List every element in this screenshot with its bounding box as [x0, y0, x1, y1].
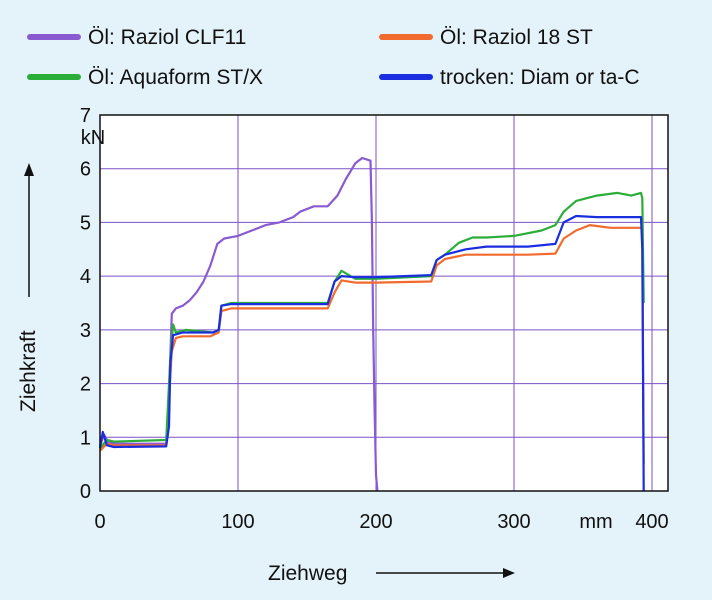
series-line-2	[99, 191, 645, 449]
x-tick-label: 100	[221, 511, 254, 533]
series-lines	[98, 156, 645, 492]
plot-area	[100, 115, 668, 491]
y-tick-label: 5	[80, 212, 91, 234]
x-tick-labels: 0 100 200 300 400	[94, 511, 668, 533]
y-tick-label: 2	[80, 374, 91, 396]
series-line-1	[99, 224, 645, 465]
y-axis-arrowhead	[24, 163, 34, 176]
x-axis-title: Ziehweg	[268, 562, 347, 585]
y-axis-title-group: Ziehkraft	[17, 163, 40, 412]
x-unit-label: mm	[579, 511, 612, 533]
x-axis-arrowhead	[503, 568, 515, 578]
legend-label: Öl: Raziol CLF11	[88, 26, 246, 49]
x-tick-label: 200	[359, 511, 392, 533]
legend-label: Öl: Aquaform ST/X	[88, 66, 263, 89]
y-tick-label: 4	[80, 266, 91, 288]
plot-frame	[99, 114, 669, 492]
y-tick-label: 6	[80, 159, 91, 181]
legend-label: Öl: Raziol 18 ST	[440, 26, 593, 49]
x-tick-label: 0	[94, 511, 105, 533]
y-tick-labels: 0 1 2 3 4 5 6 7	[80, 105, 91, 503]
y-tick-label: 0	[80, 481, 91, 503]
y-tick-label: 3	[80, 320, 91, 342]
x-tick-label: 400	[635, 511, 668, 533]
y-tick-label: 7	[80, 105, 91, 127]
y-unit-label: kN	[81, 127, 105, 149]
x-tick-label: 300	[497, 511, 530, 533]
x-axis-title-group: Ziehweg	[268, 562, 515, 585]
legend: Öl: Raziol CLF11 Öl: Raziol 18 ST Öl: Aqua…	[27, 26, 640, 89]
series-line-3	[98, 214, 645, 492]
legend-label: trocken: Diam or ta-C	[440, 66, 640, 89]
y-tick-label: 1	[80, 427, 91, 449]
y-axis-title: Ziehkraft	[17, 330, 40, 412]
